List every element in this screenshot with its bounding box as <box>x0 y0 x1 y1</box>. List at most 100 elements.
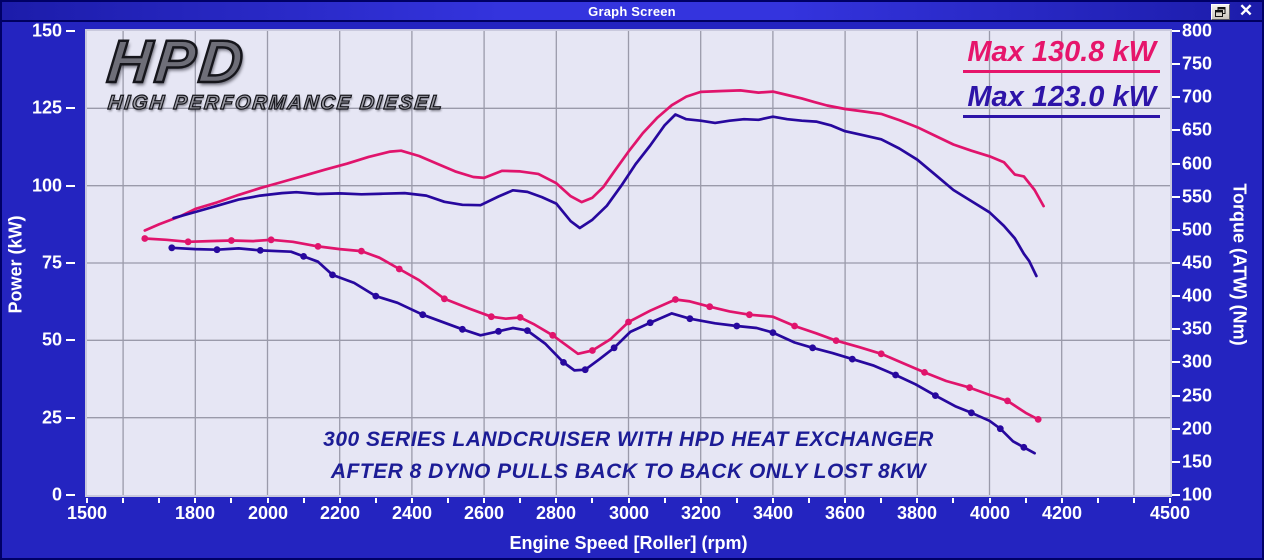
right-tick-mark <box>1172 129 1180 131</box>
right-tick-mark <box>1172 30 1180 32</box>
legend-item-run2: Max 123.0 kW <box>963 81 1160 118</box>
left-tick-mark <box>66 339 75 341</box>
annotation-line-2: AFTER 8 DYNO PULLS BACK TO BACK ONLY LOS… <box>330 460 927 483</box>
close-icon: ✕ <box>1238 1 1254 20</box>
right-tick-label: 100 <box>1182 484 1213 505</box>
x-tick-mark <box>591 498 593 503</box>
x-tick-label: 2600 <box>463 503 505 523</box>
left-tick-label: 75 <box>41 252 62 273</box>
right-tick-label: 800 <box>1182 20 1213 41</box>
right-tick-label: 600 <box>1182 153 1213 174</box>
right-tick-label: 750 <box>1182 53 1213 74</box>
left-tick-mark <box>66 30 75 32</box>
annotation-line-1: 300 SERIES LANDCRUISER WITH HPD HEAT EXC… <box>323 428 934 451</box>
right-tick-label: 250 <box>1182 385 1213 406</box>
legend-max-run1: Max 130.8 kW <box>963 36 1160 73</box>
x-tick-mark <box>880 498 882 503</box>
right-tick-label: 700 <box>1182 86 1213 107</box>
x-tick-label: 1800 <box>174 503 216 523</box>
right-axis-title: Torque (ATW) (Nm) <box>1229 183 1250 346</box>
x-tick-mark <box>194 498 196 503</box>
legend: Max 130.8 kW Max 123.0 kW <box>963 36 1160 126</box>
x-tick-mark <box>158 498 160 503</box>
left-tick-mark <box>66 185 75 187</box>
right-tick-mark <box>1172 63 1180 65</box>
right-tick-mark <box>1172 361 1180 363</box>
x-tick-label: 3400 <box>752 503 794 523</box>
hpd-logo: HPD HIGH PERFORMANCE DIESEL <box>103 27 446 115</box>
restore-window-button[interactable] <box>1211 3 1230 20</box>
x-tick-mark <box>303 498 305 503</box>
x-tick-mark <box>1061 498 1063 503</box>
left-tick-label: 0 <box>51 484 62 505</box>
x-tick-mark <box>808 498 810 503</box>
x-tick-mark <box>952 498 954 503</box>
right-tick-label: 550 <box>1182 186 1213 207</box>
x-axis-title: Engine Speed [Roller] (rpm) <box>509 533 748 553</box>
x-tick-mark <box>267 498 269 503</box>
x-tick-mark <box>447 498 449 503</box>
x-tick-label: 2400 <box>391 503 433 523</box>
x-tick-label: 3800 <box>896 503 938 523</box>
hpd-logo-subtext: HIGH PERFORMANCE DIESEL <box>106 91 446 114</box>
x-tick-mark <box>989 498 991 503</box>
x-tick-mark <box>916 498 918 503</box>
x-tick-mark <box>375 498 377 503</box>
close-button[interactable]: ✕ <box>1236 1 1256 20</box>
x-tick-mark <box>122 498 124 503</box>
x-tick-label: 2800 <box>535 503 577 523</box>
right-tick-mark <box>1172 328 1180 330</box>
right-tick-label: 500 <box>1182 219 1213 240</box>
right-tick-mark <box>1172 163 1180 165</box>
x-tick-mark <box>1097 498 1099 503</box>
x-tick-label: 3600 <box>824 503 866 523</box>
x-tick-mark <box>700 498 702 503</box>
x-tick-mark <box>555 498 557 503</box>
x-tick-mark <box>519 498 521 503</box>
x-tick-label: 4500 <box>1149 503 1191 523</box>
restore-window-icon <box>1215 6 1226 17</box>
x-tick-mark <box>339 498 341 503</box>
left-tick-label: 50 <box>41 329 62 350</box>
x-tick-mark <box>1025 498 1027 503</box>
legend-max-run2: Max 123.0 kW <box>963 81 1160 118</box>
x-tick-label: 4000 <box>969 503 1011 523</box>
x-tick-label: 2000 <box>247 503 289 523</box>
x-tick-label: 3000 <box>608 503 650 523</box>
right-tick-mark <box>1172 262 1180 264</box>
x-tick-mark <box>1169 498 1171 503</box>
x-tick-mark <box>772 498 774 503</box>
x-tick-mark <box>664 498 666 503</box>
x-tick-mark <box>411 498 413 503</box>
x-tick-label: 2200 <box>319 503 361 523</box>
right-tick-label: 450 <box>1182 252 1213 273</box>
x-tick-mark <box>1133 498 1135 503</box>
left-tick-mark <box>66 107 75 109</box>
x-tick-mark <box>230 498 232 503</box>
dyno-curves-canvas <box>87 31 1170 495</box>
x-tick-mark <box>483 498 485 503</box>
left-tick-label: 25 <box>41 407 62 428</box>
right-tick-label: 150 <box>1182 451 1213 472</box>
hpd-logo-text: HPD <box>103 27 251 97</box>
right-tick-mark <box>1172 196 1180 198</box>
left-tick-mark <box>66 494 75 496</box>
x-tick-mark <box>844 498 846 503</box>
left-tick-mark <box>66 417 75 419</box>
right-tick-mark <box>1172 428 1180 430</box>
x-tick-mark <box>628 498 630 503</box>
right-tick-label: 200 <box>1182 418 1213 439</box>
right-tick-label: 650 <box>1182 119 1213 140</box>
x-tick-label: 3200 <box>680 503 722 523</box>
right-tick-mark <box>1172 96 1180 98</box>
x-tick-label: 4200 <box>1041 503 1083 523</box>
title-bar[interactable]: Graph Screen ✕ <box>2 2 1262 22</box>
x-tick-mark <box>736 498 738 503</box>
left-tick-mark <box>66 262 75 264</box>
right-tick-label: 300 <box>1182 351 1213 372</box>
legend-item-run1: Max 130.8 kW <box>963 36 1160 73</box>
right-tick-label: 400 <box>1182 285 1213 306</box>
right-tick-mark <box>1172 395 1180 397</box>
window-controls: ✕ <box>1211 1 1256 20</box>
